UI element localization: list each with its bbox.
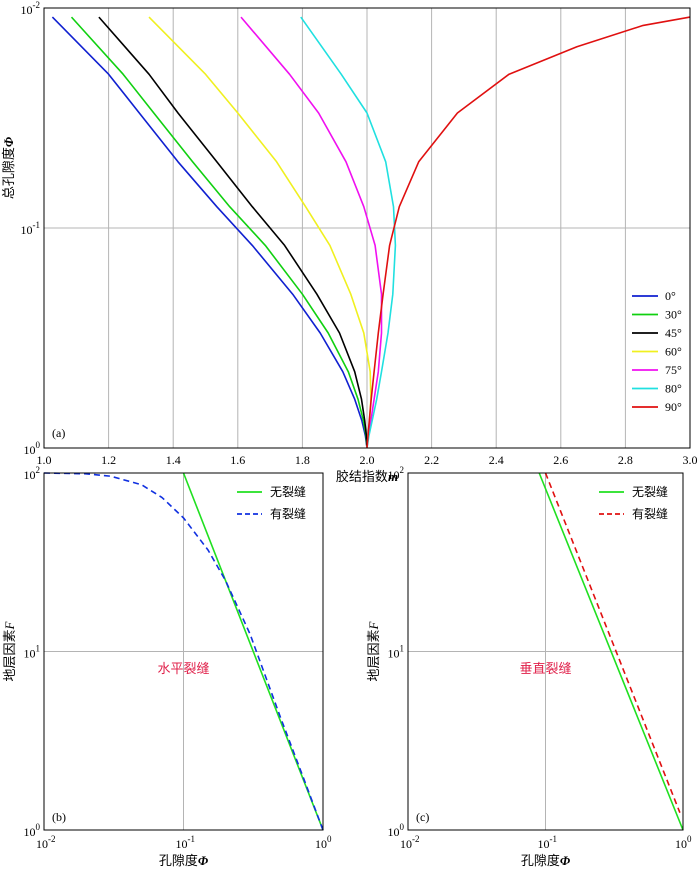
panel-a-x-tick-label: 2.2	[424, 453, 439, 467]
panel-b-frame	[43, 472, 324, 831]
panel-a-x-tick-label: 2.8	[618, 453, 633, 467]
panel-b: 10-2 10-1 100 100 101 102 孔隙度Φ 地层因素F (b) 水平裂缝…	[2, 465, 332, 868]
panel-b-grid	[44, 473, 323, 830]
panel-c-legend-label: 无裂缝	[632, 484, 668, 499]
panel-c-ticks: 10-2 10-1 100 100 101 102	[388, 465, 693, 851]
panel-a-series-line	[98, 16, 368, 449]
panel-c-series-line	[538, 472, 684, 831]
panel-b-ticks: 10-2 10-1 100 100 101 102	[24, 465, 333, 851]
panel-a-x-tick-label: 1.0	[37, 453, 52, 467]
panel-a-x-axis-label-text: 胶结指数	[336, 469, 388, 484]
panel-a-y-tick-label: 100	[24, 440, 41, 457]
panel-a-legend-label: 45°	[665, 326, 682, 340]
panel-a-y-tick-label: 10-1	[21, 220, 41, 237]
panel-b-x-tick-label: 10-1	[176, 834, 196, 851]
panel-a-legend: 0° 30° 45° 60° 75° 80° 90°	[632, 289, 682, 414]
panel-a-series-line	[366, 16, 691, 449]
panel-b-annotation: 水平裂缝	[157, 661, 209, 676]
panel-a-series-line	[51, 16, 368, 449]
panel-c-y-axis-label-text: 地层因素	[366, 629, 381, 681]
panel-a-series-line	[70, 16, 368, 449]
panel-b-legend-label: 有裂缝	[270, 506, 306, 521]
panel-a: 1.0 1.2 1.4 1.6 1.8 2.0 2.2 2.4 2.6 2.8 3.0 100 10-1…	[1, 0, 698, 484]
panel-c-series	[538, 472, 684, 831]
panel-c-legend-label: 有裂缝	[632, 506, 668, 521]
panel-b-x-tick-label: 100	[315, 834, 332, 851]
panel-a-series-line	[240, 16, 383, 449]
panel-a-label: (a)	[52, 426, 65, 440]
panel-a-legend-label: 30°	[665, 308, 682, 322]
panel-a-y-axis-label: 总孔隙度Φ	[1, 136, 16, 199]
panel-c-y-tick-label: 101	[388, 644, 405, 661]
panel-a-y-tick-label: 10-2	[21, 0, 41, 17]
panel-c-x-axis-label-text: 孔隙度	[521, 853, 560, 868]
panel-a-x-tick-label: 1.2	[101, 453, 116, 467]
panel-b-x-axis-label-text: 孔隙度	[159, 853, 198, 868]
panel-c-x-tick-label: 100	[675, 834, 692, 851]
panel-c-annotation: 垂直裂缝	[519, 661, 571, 676]
panel-a-legend-label: 80°	[665, 382, 682, 396]
panel-a-frame	[43, 7, 691, 449]
panel-b-y-axis-label: 地层因素F	[2, 620, 17, 681]
panel-a-x-tick-label: 2.6	[553, 453, 568, 467]
panel-c-y-axis-label: 地层因素F	[366, 620, 381, 681]
panel-b-x-tick-label: 10-2	[36, 834, 56, 851]
panel-b-y-axis-label-text: 地层因素	[2, 629, 17, 681]
panel-c-y-tick-label: 102	[388, 465, 405, 482]
panel-b-series	[43, 472, 324, 831]
panel-a-x-tick-label: 2.0	[360, 453, 375, 467]
panel-c-y-axis-label-var: F	[366, 620, 381, 630]
panel-c-x-tick-label: 10-2	[400, 834, 420, 851]
panel-a-x-tick-label: 1.8	[295, 453, 310, 467]
panel-b-series-line	[43, 472, 324, 831]
panel-c: 10-2 10-1 100 100 101 102 孔隙度Φ 地层因素F (c) 垂直裂缝…	[366, 465, 692, 868]
panel-b-series-line	[182, 472, 324, 831]
panel-a-y-axis-label-text: 总孔隙度	[1, 147, 16, 199]
panel-b-x-axis-label-var: Φ	[198, 853, 209, 868]
panel-a-x-tick-label: 2.4	[489, 453, 504, 467]
panel-c-frame	[407, 472, 684, 831]
panel-c-x-axis-label-var: Φ	[560, 853, 571, 868]
panel-a-x-tick-label: 1.6	[230, 453, 245, 467]
panel-c-y-tick-label: 100	[388, 822, 405, 839]
panel-a-x-axis-label-var: m	[388, 469, 398, 484]
panel-c-x-tick-label: 10-1	[538, 834, 558, 851]
panel-c-x-axis-label: 孔隙度Φ	[521, 853, 571, 868]
panel-a-x-tick-label: 1.4	[166, 453, 181, 467]
panel-a-x-tick-label: 3.0	[683, 453, 698, 467]
panel-a-x-axis-label: 胶结指数m	[336, 469, 398, 484]
panel-a-legend-label: 0°	[665, 289, 676, 303]
panel-a-y-axis-label-var: Φ	[1, 136, 16, 147]
panel-a-legend-label: 75°	[665, 363, 682, 377]
panel-b-x-axis-label: 孔隙度Φ	[159, 853, 209, 868]
panel-a-series	[51, 16, 691, 449]
panel-a-legend-label: 60°	[665, 345, 682, 359]
panel-b-y-tick-label: 101	[24, 644, 41, 661]
panel-b-y-tick-label: 102	[24, 465, 41, 482]
panel-b-label: (b)	[52, 810, 66, 824]
panel-b-y-tick-label: 100	[24, 822, 41, 839]
panel-b-y-axis-label-var: F	[2, 620, 17, 630]
panel-a-ticks: 1.0 1.2 1.4 1.6 1.8 2.0 2.2 2.4 2.6 2.8 3.0 100 10-1…	[21, 0, 698, 467]
panel-c-label: (c)	[416, 810, 429, 824]
panel-a-grid	[44, 8, 690, 448]
panel-a-series-line	[300, 16, 397, 449]
panel-c-series-line	[544, 472, 681, 813]
panel-a-legend-label: 90°	[665, 400, 682, 414]
panel-b-legend-label: 无裂缝	[270, 484, 306, 499]
panel-c-grid	[408, 473, 683, 830]
